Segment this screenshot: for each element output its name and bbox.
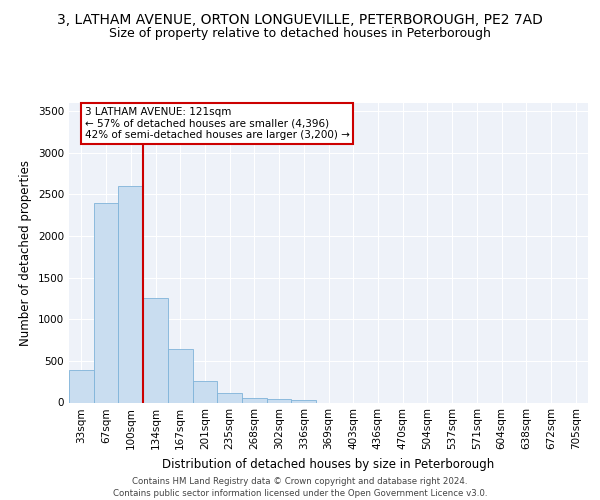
Bar <box>143 298 168 403</box>
X-axis label: Distribution of detached houses by size in Peterborough: Distribution of detached houses by size … <box>163 458 494 471</box>
Text: 3 LATHAM AVENUE: 121sqm
← 57% of detached houses are smaller (4,396)
42% of semi: 3 LATHAM AVENUE: 121sqm ← 57% of detache… <box>85 107 349 140</box>
Bar <box>94 202 118 402</box>
Bar <box>267 399 292 402</box>
Bar <box>118 186 143 402</box>
Y-axis label: Number of detached properties: Number of detached properties <box>19 160 32 346</box>
Text: 3, LATHAM AVENUE, ORTON LONGUEVILLE, PETERBOROUGH, PE2 7AD: 3, LATHAM AVENUE, ORTON LONGUEVILLE, PET… <box>57 12 543 26</box>
Text: Contains HM Land Registry data © Crown copyright and database right 2024.
Contai: Contains HM Land Registry data © Crown c… <box>113 476 487 498</box>
Bar <box>242 398 267 402</box>
Bar <box>217 394 242 402</box>
Text: Size of property relative to detached houses in Peterborough: Size of property relative to detached ho… <box>109 28 491 40</box>
Bar <box>292 400 316 402</box>
Bar <box>193 381 217 402</box>
Bar <box>69 370 94 402</box>
Bar <box>168 349 193 403</box>
